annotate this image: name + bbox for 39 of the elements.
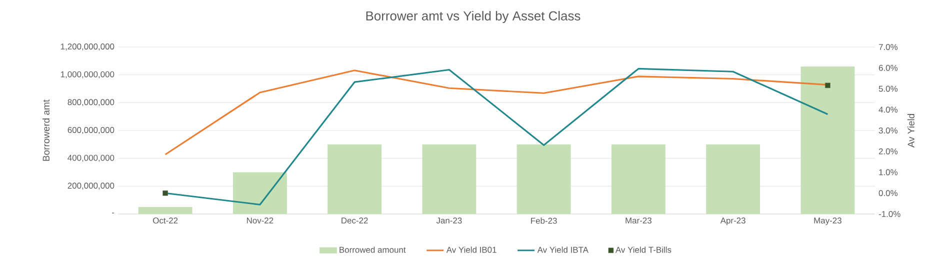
bar	[800, 66, 855, 214]
x-tick-label: Mar-23	[626, 218, 652, 224]
y2-tick-label: 6.0%	[878, 64, 898, 71]
bar	[422, 144, 476, 214]
x-tick-label: Apr-23	[720, 218, 746, 226]
bar	[138, 207, 192, 214]
bar	[328, 144, 382, 214]
y2-tick-label: -1.0%	[878, 211, 900, 217]
y2-tick-label: 4.0%	[878, 106, 898, 113]
y2-tick-label: 0.0%	[878, 190, 898, 196]
legend-label: Borrowed amount	[340, 246, 406, 253]
x-tick-label: Nov-22	[246, 218, 274, 224]
y2-tick-label: 1.0%	[879, 169, 898, 176]
x-tick-label: Oct-22	[153, 218, 178, 224]
x-tick-label: Feb-23	[531, 218, 557, 224]
bar	[706, 144, 760, 214]
y-tick-label: 1,000,000,000	[60, 71, 114, 78]
bar	[516, 144, 571, 214]
y-tick-label: 200,000,000	[68, 182, 114, 190]
y-tick-label: 1,200,000,000	[60, 44, 114, 50]
y2-tick-label: 3.0%	[878, 128, 898, 134]
legend-label: Av Yield IBTA	[537, 246, 588, 253]
y2-axis-title: Av Yield	[907, 114, 914, 148]
y2-tick-label: 5.0%	[878, 86, 898, 92]
legend-label: Av Yield IB01	[446, 246, 496, 253]
y-tick-label: -	[112, 212, 114, 214]
chart-title: Borrower amt vs Yield by Asset Class	[366, 10, 580, 24]
y-tick-label: 400,000,000	[68, 154, 114, 162]
legend-label: Av Yield T-Bills	[615, 246, 672, 253]
bar	[611, 144, 666, 214]
y-axis-title: Borrowerd amt	[42, 100, 50, 161]
y-tick-label: 600,000,000	[68, 127, 114, 134]
x-tick-label: Dec-22	[342, 218, 368, 224]
x-tick-label: Jan-23	[436, 218, 462, 224]
y2-tick-label: 7.0%	[878, 44, 898, 50]
y-tick-label: 800,000,000	[68, 99, 114, 106]
bar	[232, 172, 287, 214]
x-tick-label: May-23	[814, 218, 842, 226]
y2-tick-label: 2.0%	[878, 148, 898, 154]
